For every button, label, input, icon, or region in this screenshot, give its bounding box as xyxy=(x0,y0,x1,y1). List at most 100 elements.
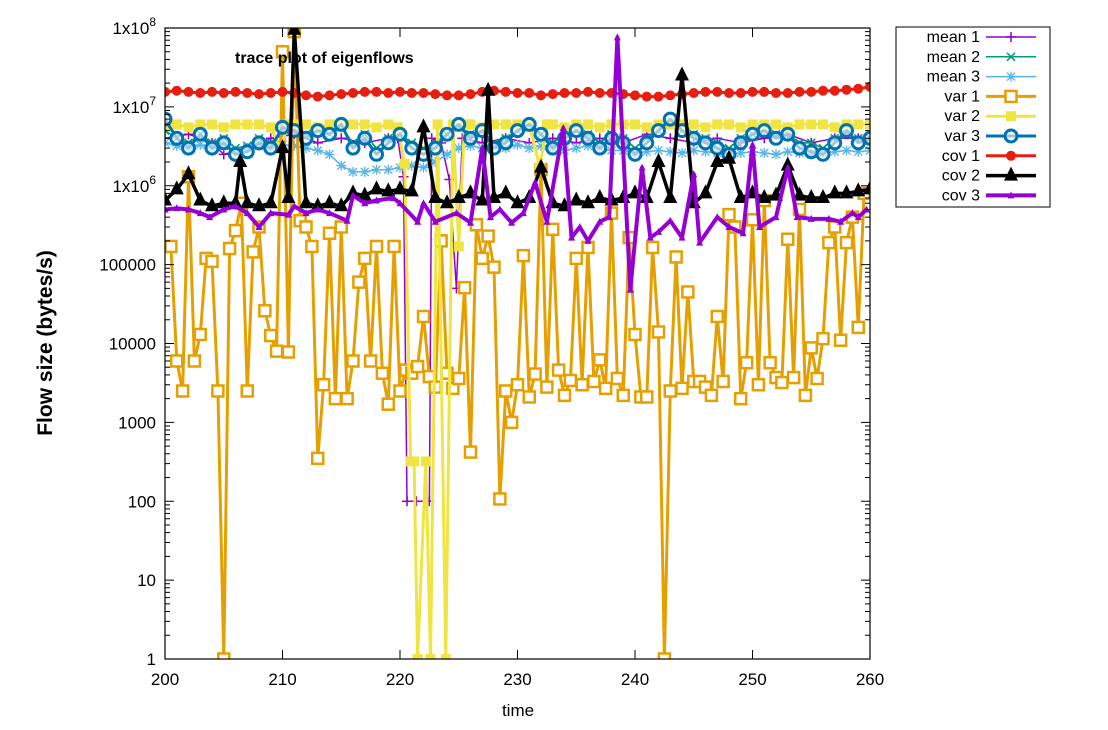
data-point-cov-1 xyxy=(688,87,699,98)
y-tick-label: 10 xyxy=(137,571,156,590)
data-point-var-1 xyxy=(504,415,519,430)
data-point-var-2 xyxy=(583,119,593,130)
data-point-cov-2 xyxy=(534,158,548,173)
data-point-var-1 xyxy=(751,377,766,392)
data-point-cov-1 xyxy=(312,91,323,102)
data-point-cov-3 xyxy=(690,170,698,178)
data-point-cov-2 xyxy=(169,180,184,195)
data-point-var-1 xyxy=(804,341,818,355)
data-point-var-3 xyxy=(756,123,772,139)
data-point-cov-3 xyxy=(666,216,674,224)
data-point-mean-3 xyxy=(735,148,746,159)
legend: mean 1 mean 2 mean 3 var 1 var 2 var 3 cov 1 co… xyxy=(895,26,1051,208)
data-point-cov-1 xyxy=(512,87,523,98)
x-tick-label: 240 xyxy=(621,670,649,689)
data-point-var-1 xyxy=(798,388,813,403)
data-point-cov-1 xyxy=(841,84,852,95)
y-tick-label: 10000 xyxy=(109,335,156,354)
data-point-var-2 xyxy=(818,119,828,130)
data-point-cov-1 xyxy=(430,89,441,100)
data-point-cov-3 xyxy=(854,213,862,221)
data-point-var-1 xyxy=(375,366,390,380)
data-point-cov-1 xyxy=(324,90,335,101)
y-tick-label: 1000 xyxy=(118,413,156,432)
x-tick-label: 260 xyxy=(856,670,884,689)
data-point-mean-3 xyxy=(700,146,711,157)
y-tick-label: 1 xyxy=(147,650,156,669)
legend-label-var-3: var 3 xyxy=(944,128,980,145)
data-point-var-2 xyxy=(195,119,206,130)
data-point-var-2 xyxy=(432,119,443,130)
data-point-var-1 xyxy=(551,363,566,377)
data-point-cov-3 xyxy=(543,217,551,225)
data-point-var-1 xyxy=(305,239,319,254)
legend-marker-var-2 xyxy=(1006,111,1016,122)
data-point-var-1 xyxy=(669,250,683,264)
data-point-var-2 xyxy=(771,119,781,130)
data-point-var-1 xyxy=(587,374,601,389)
data-point-cov-2 xyxy=(275,139,290,154)
data-point-mean-1 xyxy=(665,133,676,144)
data-point-var-2 xyxy=(412,654,423,659)
data-point-var-1 xyxy=(316,377,331,392)
data-point-var-3 xyxy=(322,126,337,142)
data-point-cov-2 xyxy=(165,191,172,206)
data-point-var-1 xyxy=(246,245,260,259)
data-point-cov-3 xyxy=(396,199,404,207)
data-point-mean-3 xyxy=(853,146,864,157)
data-point-var-2 xyxy=(218,122,229,133)
data-point-var-1 xyxy=(475,251,489,266)
data-point-var-1 xyxy=(616,388,630,403)
data-point-var-1 xyxy=(640,390,654,404)
data-point-cov-3 xyxy=(519,209,527,217)
data-point-cov-1 xyxy=(336,89,347,100)
data-point-var-3 xyxy=(545,140,561,156)
x-tick-label: 200 xyxy=(151,670,179,689)
series-cov-1 xyxy=(165,81,870,102)
data-point-cov-2 xyxy=(205,197,219,212)
data-point-cov-1 xyxy=(383,87,394,98)
legend-marker-mean-1 xyxy=(1006,32,1016,42)
data-point-var-3 xyxy=(275,119,290,135)
data-point-cov-1 xyxy=(630,90,640,101)
data-point-var-3 xyxy=(451,116,467,132)
data-point-cov-3 xyxy=(559,123,567,131)
data-point-cov-2 xyxy=(863,180,870,195)
data-point-mean-1 xyxy=(402,496,413,507)
y-tick-label: 100 xyxy=(128,492,156,511)
data-point-cov-2 xyxy=(698,184,713,199)
data-point-cov-2 xyxy=(252,197,266,212)
data-point-cov-3 xyxy=(696,238,704,246)
data-point-var-2 xyxy=(500,119,511,130)
data-point-var-3 xyxy=(439,126,455,142)
data-point-var-1 xyxy=(264,328,278,343)
data-point-var-1 xyxy=(763,356,777,370)
axes-layer: 200 210 220 230 240 250 260 1 10 100 1000 10000 1000… xyxy=(99,15,884,689)
data-point-var-3 xyxy=(498,135,514,151)
data-point-var-1 xyxy=(722,207,736,222)
data-point-var-1 xyxy=(240,384,254,398)
data-point-cov-1 xyxy=(395,86,405,97)
data-point-var-2 xyxy=(735,122,746,133)
data-point-var-2 xyxy=(453,241,464,252)
data-point-cov-1 xyxy=(183,86,194,97)
data-point-mean-3 xyxy=(677,148,687,159)
data-point-var-1 xyxy=(452,371,466,386)
data-point-cov-2 xyxy=(510,194,525,209)
data-point-var-2 xyxy=(359,119,370,130)
data-point-mean-3 xyxy=(195,139,206,150)
data-point-var-3 xyxy=(698,135,713,151)
data-point-cov-3 xyxy=(825,214,833,222)
data-point-cov-3 xyxy=(596,217,604,225)
data-point-cov-2 xyxy=(757,188,772,203)
data-point-var-1 xyxy=(516,248,531,263)
data-point-cov-2 xyxy=(592,188,607,203)
data-point-cov-1 xyxy=(371,86,382,97)
data-point-cov-1 xyxy=(571,87,582,98)
data-point-var-1 xyxy=(334,220,348,234)
legend-label-cov-3: cov 3 xyxy=(942,187,980,204)
data-point-var-1 xyxy=(716,374,730,389)
data-point-cov-2 xyxy=(428,188,443,203)
data-point-cov-2 xyxy=(451,188,466,203)
data-point-cov-2 xyxy=(804,188,819,203)
